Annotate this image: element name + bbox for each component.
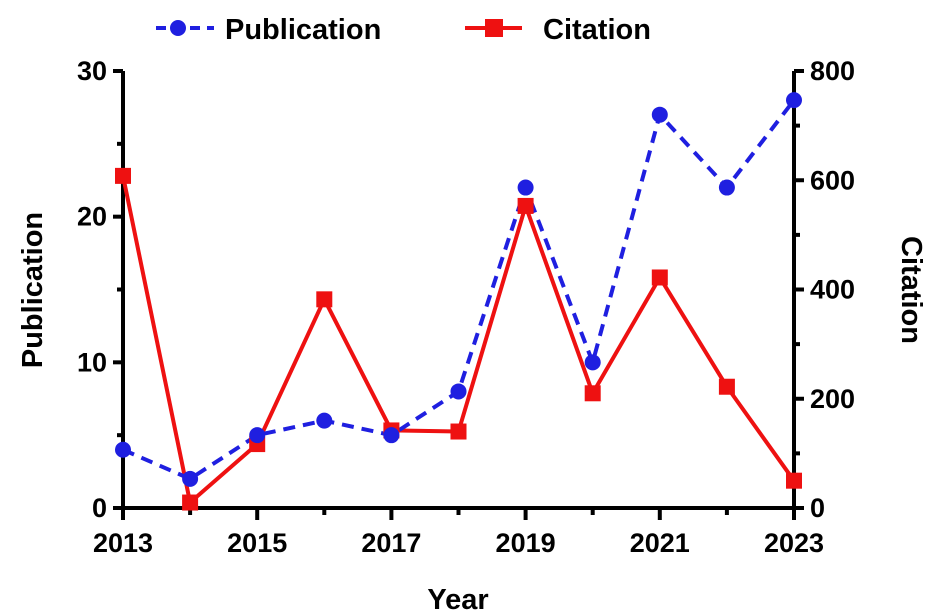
citation-series-line: [121, 175, 796, 505]
citation-point: [718, 378, 735, 395]
publication-point: [115, 441, 131, 458]
left-y-axis-title: Publication: [17, 212, 49, 368]
right-y-tick-label: 0: [810, 493, 825, 523]
left-y-tick-label: 0: [92, 493, 107, 523]
publication-point: [786, 92, 802, 109]
x-tick-label: 2013: [93, 528, 153, 558]
x-tick-label: 2015: [227, 528, 287, 558]
right-y-axis-title: Citation: [895, 236, 927, 344]
citation-point: [651, 269, 668, 286]
x-tick-label: 2023: [764, 528, 824, 558]
legend-publication-label: Publication: [225, 14, 381, 46]
legend-publication-marker: [170, 20, 186, 36]
axis-ticks: 0 10 20 30 0 200 400 600 800 2013 2015 2017 2019 2021…: [77, 56, 855, 558]
x-axis-title: Year: [427, 584, 488, 614]
left-y-tick-label: 10: [77, 347, 107, 377]
publication-point: [450, 383, 467, 400]
x-tick-label: 2021: [630, 528, 690, 558]
publication-point: [718, 179, 735, 196]
publication-point: [584, 354, 601, 371]
right-y-tick-label: 400: [810, 275, 855, 305]
series-layer: [115, 92, 802, 511]
publication-point: [651, 106, 668, 123]
legend-citation-marker: [485, 19, 503, 37]
left-y-tick-label: 20: [77, 202, 107, 232]
publication-point: [383, 427, 400, 444]
right-y-tick-label: 800: [810, 56, 855, 86]
publication-point: [316, 412, 333, 429]
right-y-tick-label: 200: [810, 384, 855, 414]
citation-point: [517, 197, 534, 214]
publication-point: [182, 470, 199, 487]
publication-point: [517, 179, 534, 196]
left-y-tick-label: 30: [77, 56, 107, 86]
legend: Publication Citation: [156, 14, 651, 46]
citation-point: [584, 385, 601, 402]
citation-point: [450, 423, 467, 440]
citation-point: [115, 167, 131, 184]
citation-point: [316, 291, 333, 308]
citation-point: [182, 494, 199, 511]
legend-citation-label: Citation: [543, 14, 651, 46]
publication-point: [249, 427, 266, 444]
x-tick-label: 2017: [361, 528, 421, 558]
citation-point: [786, 472, 802, 489]
x-tick-label: 2019: [496, 528, 556, 558]
publication-series-line: [122, 98, 796, 482]
right-y-tick-label: 600: [810, 165, 855, 195]
